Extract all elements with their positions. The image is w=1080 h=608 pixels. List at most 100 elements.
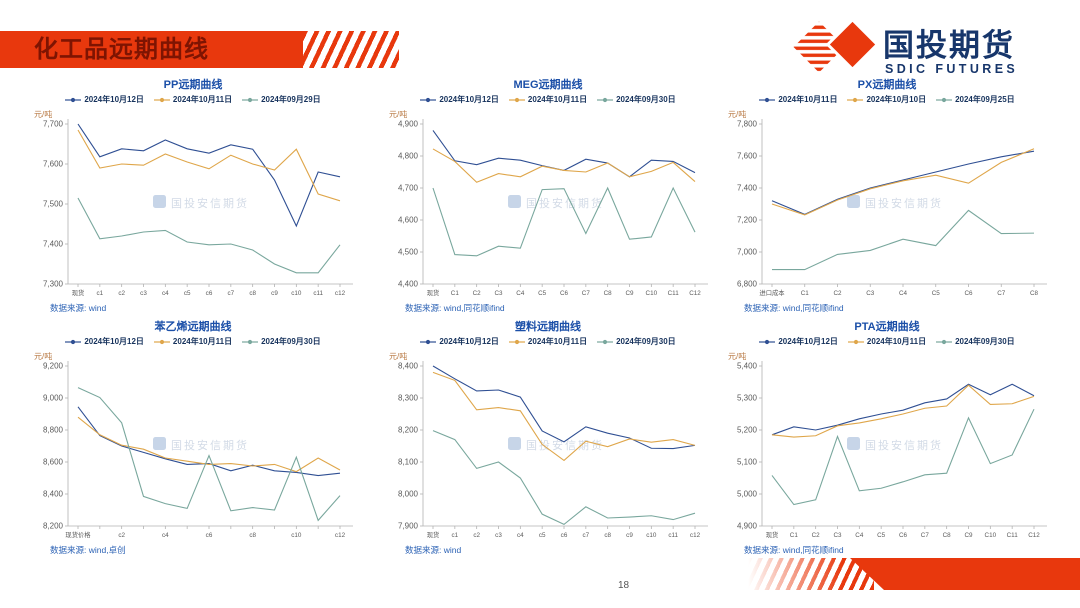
series-line <box>432 430 696 526</box>
chart-title: 苯乙烯远期曲线 <box>154 321 232 333</box>
svg-text:c10: c10 <box>291 532 302 539</box>
svg-text:c11: c11 <box>313 290 323 297</box>
line-chart-plastic: 7,900 8,000 8,100 8,200 8,300 8,400 现货 c1 c2 c3 c4… <box>398 361 708 539</box>
svg-text:现货: 现货 <box>427 288 440 297</box>
svg-text:4,800: 4,800 <box>398 152 419 161</box>
svg-text:C4: C4 <box>899 290 908 297</box>
data-source: 数据来源: wind,卓创 <box>50 545 126 555</box>
legend-label: 2024年10月12日 <box>439 95 499 104</box>
svg-text:c6: c6 <box>206 290 213 297</box>
legend-item: 2024年09月25日 <box>936 94 1015 105</box>
svg-text:C3: C3 <box>494 290 503 297</box>
svg-text:4,600: 4,600 <box>398 216 419 225</box>
svg-text:4,400: 4,400 <box>398 280 419 289</box>
legend-item: 2024年10月11日 <box>153 336 232 347</box>
svg-text:C3: C3 <box>866 290 875 297</box>
series-line <box>771 148 1035 216</box>
sdic-logo-graphic: 国投期货 SDIC FUTURES <box>793 17 1015 76</box>
svg-text:C1: C1 <box>790 532 799 539</box>
legend-item: 2024年10月10日 <box>847 94 926 105</box>
chart-legend: 2024年10月12日 2024年10月11日 2024年09月29日 <box>28 93 358 106</box>
svg-text:c3: c3 <box>495 532 502 539</box>
svg-text:c8: c8 <box>249 290 256 297</box>
svg-text:C11: C11 <box>1007 532 1019 539</box>
legend-marker-icon <box>597 97 614 102</box>
data-source: 数据来源: wind <box>405 545 462 555</box>
svg-text:c11: c11 <box>668 532 678 539</box>
svg-text:5,400: 5,400 <box>737 362 758 371</box>
svg-text:c7: c7 <box>583 532 590 539</box>
svg-text:C7: C7 <box>582 290 591 297</box>
svg-text:C4: C4 <box>516 290 525 297</box>
svg-text:C11: C11 <box>668 290 680 297</box>
line-chart-px: 6,800 7,000 7,200 7,400 7,600 7,800 进口成本 C1 C2 C3… <box>737 119 1047 297</box>
legend-item: 2024年10月11日 <box>508 94 588 105</box>
line-chart-meg: 4,400 4,500 4,600 4,700 4,800 4,900 现货 C1 C2 C3 C4… <box>398 119 708 297</box>
svg-text:C12: C12 <box>689 290 701 297</box>
legend-label: 2024年10月12日 <box>84 337 144 346</box>
series-line <box>77 129 341 202</box>
logo-name: 国投期货 <box>883 28 1015 63</box>
svg-text:c9: c9 <box>626 532 633 539</box>
legend-label: 2024年10月11日 <box>866 337 927 346</box>
svg-text:国投安信期货: 国投安信期货 <box>526 438 604 452</box>
watermark: 国投安信期货 <box>508 195 604 210</box>
legend-marker-icon <box>153 97 170 102</box>
watermark: 国投安信期货 <box>847 437 941 452</box>
legend-label: 2024年10月11日 <box>527 337 588 346</box>
svg-text:c12: c12 <box>335 532 346 539</box>
data-source: 数据来源: wind,同花顺ifind <box>744 303 844 313</box>
legend-label: 2024年10月12日 <box>84 95 144 104</box>
legend-marker-icon <box>847 97 864 102</box>
svg-text:C9: C9 <box>625 290 634 297</box>
chart-card-meg: MEG远期曲线 2024年10月12日 2024年10月11日 2024年09月30… <box>383 78 713 314</box>
data-source: 数据来源: wind,同花顺ifind <box>744 545 844 555</box>
svg-text:8,100: 8,100 <box>398 458 419 467</box>
svg-text:7,700: 7,700 <box>43 120 64 129</box>
svg-text:8,400: 8,400 <box>398 362 419 371</box>
series-line <box>771 383 1035 436</box>
chart-card-pp: PP远期曲线 2024年10月12日 2024年10月11日 2024年09月29日… <box>28 78 358 314</box>
legend-item: 2024年09月30日 <box>936 336 1015 347</box>
series-line <box>772 209 1035 271</box>
y-axis-unit: 元/吨 <box>34 352 53 361</box>
legend-item: 2024年09月30日 <box>597 94 676 105</box>
svg-text:c2: c2 <box>118 532 125 539</box>
svg-text:c3: c3 <box>140 290 147 297</box>
chart-legend: 2024年10月11日 2024年10月10日 2024年09月25日 <box>722 93 1052 106</box>
svg-text:7,400: 7,400 <box>737 184 758 193</box>
legend-item: 2024年10月12日 <box>420 94 499 105</box>
chart-title: PP远期曲线 <box>163 79 223 91</box>
y-axis-unit: 元/吨 <box>728 352 747 361</box>
chart-title: PTA远期曲线 <box>854 321 920 333</box>
svg-text:9,000: 9,000 <box>43 394 64 403</box>
company-logo: 国投期货 SDIC FUTURES <box>788 17 1054 78</box>
footer-stripes-decoration <box>748 558 874 590</box>
legend-label: 2024年10月11日 <box>778 95 838 104</box>
svg-text:5,000: 5,000 <box>737 490 758 499</box>
chart-title: PX远期曲线 <box>857 79 917 91</box>
svg-text:c9: c9 <box>271 290 278 297</box>
page-number: 18 <box>618 580 630 591</box>
svg-text:7,400: 7,400 <box>43 240 64 249</box>
data-source: 数据来源: wind <box>50 303 107 313</box>
svg-text:c12: c12 <box>690 532 701 539</box>
legend-label: 2024年10月11日 <box>527 95 588 104</box>
y-axis-unit: 元/吨 <box>389 110 408 119</box>
chart-legend: 2024年10月12日 2024年10月11日 2024年09月30日 <box>722 335 1052 348</box>
svg-text:现货: 现货 <box>72 288 85 297</box>
svg-text:c2: c2 <box>118 290 125 297</box>
legend-item: 2024年10月12日 <box>65 94 144 105</box>
svg-text:国投安信期货: 国投安信期货 <box>526 196 604 210</box>
legend-item: 2024年10月11日 <box>847 336 927 347</box>
series-line <box>432 186 696 257</box>
legend-item: 2024年10月12日 <box>759 336 838 347</box>
svg-text:4,900: 4,900 <box>398 120 419 129</box>
data-source: 数据来源: wind,同花顺ifind <box>405 303 505 313</box>
legend-label: 2024年09月30日 <box>955 337 1015 346</box>
svg-text:6,800: 6,800 <box>737 280 758 289</box>
svg-text:c6: c6 <box>561 532 568 539</box>
legend-marker-icon <box>508 339 525 344</box>
series-line <box>432 371 696 462</box>
